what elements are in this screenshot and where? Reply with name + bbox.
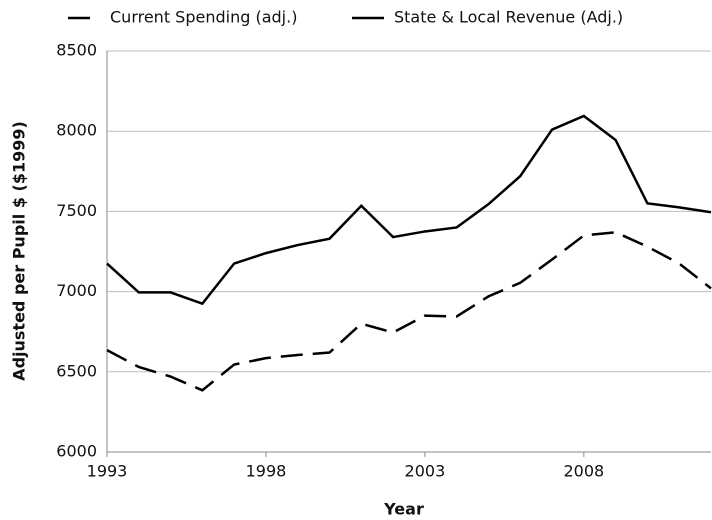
legend-label: State & Local Revenue (Adj.) xyxy=(394,8,623,27)
y-tick-label: 6000 xyxy=(56,442,97,461)
y-tick-label: 7000 xyxy=(56,281,97,300)
x-tick-label: 2003 xyxy=(405,462,446,481)
legend-label: Current Spending (adj.) xyxy=(110,8,297,27)
y-tick-label: 6500 xyxy=(56,361,97,380)
x-axis-label: Year xyxy=(383,500,424,519)
y-axis-label: Adjusted per Pupil $ ($1999) xyxy=(10,121,29,381)
series-line xyxy=(106,114,712,306)
y-tick-label: 8500 xyxy=(56,41,97,60)
x-tick-label: 1993 xyxy=(87,462,128,481)
x-tick-label: 1998 xyxy=(246,462,287,481)
series-line xyxy=(106,230,712,392)
y-tick-label: 8000 xyxy=(56,121,97,140)
x-tick-label: 2008 xyxy=(563,462,604,481)
y-tick-label: 7500 xyxy=(56,201,97,220)
